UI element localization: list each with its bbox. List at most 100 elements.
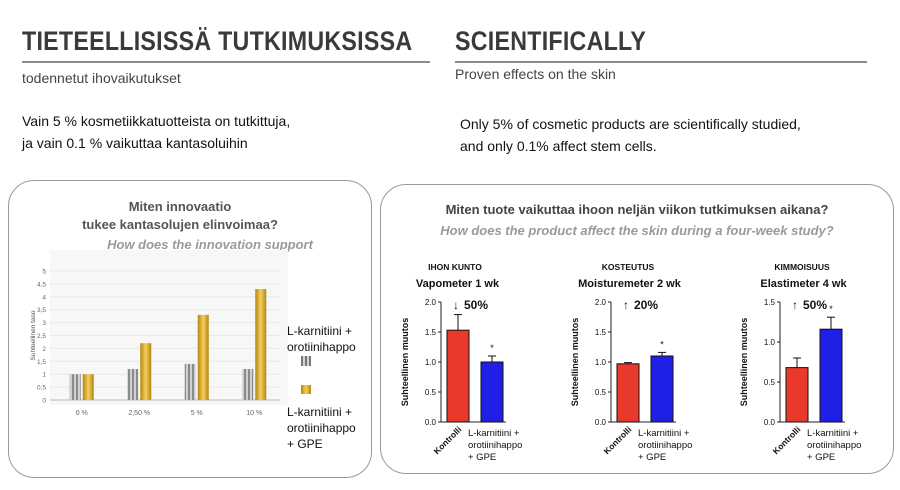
intro-fi-line2: ja vain 0.1 % vaikuttaa kantasoluihin bbox=[22, 135, 248, 151]
y-tick-label: 1 bbox=[42, 372, 46, 379]
significance-star: * bbox=[660, 339, 664, 349]
legend-1-line2: orotiinihappo bbox=[287, 340, 356, 354]
y-tick-label: 1.5 bbox=[595, 328, 607, 337]
y-tick-label: 0 bbox=[42, 398, 46, 405]
x-label-product-line: orotiinihappo bbox=[468, 440, 522, 451]
legend-gray-swatch bbox=[301, 356, 311, 366]
y-tick-label: 0.5 bbox=[425, 388, 437, 397]
y-tick-label: 0.0 bbox=[595, 418, 607, 427]
bar-gray bbox=[242, 369, 254, 400]
annotation-value: 50% bbox=[464, 298, 488, 312]
legend-gold-swatch bbox=[301, 385, 311, 394]
y-tick-label: 3 bbox=[42, 320, 46, 327]
y-tick-label: 2.0 bbox=[425, 298, 437, 307]
legend-2-text: L-karnitiini + orotiinihappo + GPE bbox=[287, 404, 356, 452]
x-label-product-line: L-karnitiini + bbox=[638, 428, 690, 439]
x-label-product-line: + GPE bbox=[638, 452, 666, 463]
bar-control bbox=[616, 363, 640, 423]
study-question-en: How does the product affect the skin dur… bbox=[440, 223, 834, 238]
significance-star: * bbox=[829, 304, 833, 314]
bar-product bbox=[480, 361, 504, 423]
y-tick-label: 0.5 bbox=[595, 388, 607, 397]
bar-gold bbox=[140, 343, 152, 400]
legend-2-line2: orotiinihappo bbox=[287, 421, 356, 435]
section-ihon-kunto: IHON KUNTO bbox=[428, 262, 482, 272]
annotation-value: 50% bbox=[803, 298, 827, 312]
annotation-arrow: ↑ bbox=[792, 298, 798, 312]
y-tick-label: 1,5 bbox=[37, 359, 46, 366]
x-tick-label: 0 % bbox=[76, 410, 88, 417]
annotation-arrow: ↑ bbox=[623, 298, 629, 312]
x-label-product-line: L-karnitiini + bbox=[468, 428, 520, 439]
y-tick-label: 4 bbox=[42, 294, 46, 301]
subtitle-fi: todennetut ihovaikutukset bbox=[22, 70, 181, 86]
title-en-rule bbox=[455, 61, 867, 63]
x-label-product-line: L-karnitiini + bbox=[807, 428, 859, 439]
x-tick-label: 2,50 % bbox=[128, 410, 150, 417]
bar-product bbox=[650, 355, 674, 423]
intro-en-line1: Only 5% of cosmetic products are scienti… bbox=[460, 116, 801, 132]
section-kimmoisuus: KIMMOISUUS bbox=[774, 262, 830, 272]
stem-question-fi-2: tukee kantasolujen elinvoimaa? bbox=[82, 217, 278, 232]
y-tick-label: 0.0 bbox=[425, 418, 437, 427]
legend-2-line3: + GPE bbox=[287, 437, 323, 451]
x-label-control: Kontrolli bbox=[602, 424, 634, 456]
y-tick-label: 2.0 bbox=[595, 298, 607, 307]
legend-1-text: L-karnitiini + orotiinihappo bbox=[287, 323, 356, 355]
title-fi: TIETEELLISISSÄ TUTKIMUKSISSA bbox=[22, 26, 413, 56]
legend-1-line1: L-karnitiini + bbox=[287, 324, 353, 338]
bar-gray bbox=[184, 363, 196, 400]
elastimeter-chart: 0.0 0.5 1.0 1.5 Suhteellinen muutos * ↑ 50% Kont… bbox=[739, 298, 861, 463]
bar-gold bbox=[255, 289, 267, 400]
title-en: SCIENTIFICALLY bbox=[455, 26, 647, 56]
bar-product bbox=[819, 328, 843, 423]
subtitle-en: Proven effects on the skin bbox=[455, 66, 616, 82]
x-label-control: Kontrolli bbox=[432, 424, 464, 456]
y-tick-label: 1.5 bbox=[425, 328, 437, 337]
bar-control bbox=[446, 329, 470, 423]
x-tick-label: 5 % bbox=[191, 410, 203, 417]
x-label-product-line: + GPE bbox=[468, 452, 496, 463]
stem-question-en-1: How does the innovation support bbox=[107, 237, 313, 252]
stem-cell-chart: 0 0,5 1 1,5 2 2,5 3 3,5 4 4,5 5 Suhteellinen taso 0 … bbox=[30, 250, 288, 417]
bar-gold bbox=[82, 374, 94, 400]
y-tick-label: 5 bbox=[42, 269, 46, 276]
x-label-product-line: + GPE bbox=[807, 452, 835, 463]
y-tick-label: 1.5 bbox=[764, 298, 776, 307]
measure-elastimeter: Elastimeter 4 wk bbox=[760, 278, 847, 290]
intro-en-line2: and only 0.1% affect stem cells. bbox=[460, 138, 657, 154]
significance-star: * bbox=[490, 343, 494, 353]
stem-question-fi-1: Miten innovaatio bbox=[128, 199, 232, 214]
y-tick-label: 2,5 bbox=[37, 333, 46, 340]
measure-vapometer: Vapometer 1 wk bbox=[415, 278, 500, 290]
y-tick-label: 2 bbox=[42, 346, 46, 353]
y-axis-label: Suhteellinen taso bbox=[30, 310, 37, 360]
y-axis-label: Suhteellinen muutos bbox=[400, 318, 410, 407]
x-tick-label: 10 % bbox=[246, 410, 262, 417]
annotation-value: 20% bbox=[634, 298, 658, 312]
bar-control bbox=[785, 367, 809, 423]
title-fi-rule bbox=[22, 61, 430, 63]
y-axis-label: Suhteellinen muutos bbox=[570, 318, 580, 407]
y-tick-label: 0,5 bbox=[37, 385, 46, 392]
y-tick-label: 0.0 bbox=[764, 418, 776, 427]
y-tick-label: 1.0 bbox=[425, 358, 437, 367]
y-tick-label: 4,5 bbox=[37, 281, 46, 288]
x-label-product-line: orotiinihappo bbox=[807, 440, 861, 451]
annotation-arrow: ↓ bbox=[453, 298, 459, 312]
legend-2-line1: L-karnitiini + bbox=[287, 405, 353, 419]
study-panel bbox=[380, 184, 894, 474]
intro-fi-line1: Vain 5 % kosmetiikkatuotteista on tutkit… bbox=[22, 113, 291, 129]
bar-gray bbox=[69, 374, 81, 400]
y-tick-label: 1.0 bbox=[595, 358, 607, 367]
x-label-product-line: orotiinihappo bbox=[638, 440, 692, 451]
moisturemeter-chart: 0.0 0.5 1.0 1.5 2.0 Suhteellinen muutos * ↑ 20% K… bbox=[570, 298, 692, 463]
bar-gold bbox=[197, 314, 209, 400]
section-kosteutus: KOSTEUTUS bbox=[601, 262, 655, 272]
study-question-fi: Miten tuote vaikuttaa ihoon neljän viiko… bbox=[445, 202, 829, 217]
measure-moisturemeter: Moisturemeter 2 wk bbox=[578, 278, 681, 290]
bar-gray bbox=[127, 369, 139, 400]
y-tick-label: 1.0 bbox=[764, 338, 776, 347]
y-axis-label: Suhteellinen muutos bbox=[739, 318, 749, 407]
vapometer-chart: 0.0 0.5 1.0 1.5 2.0 Suhteellinen muutos * ↓ 50% K… bbox=[400, 298, 522, 463]
